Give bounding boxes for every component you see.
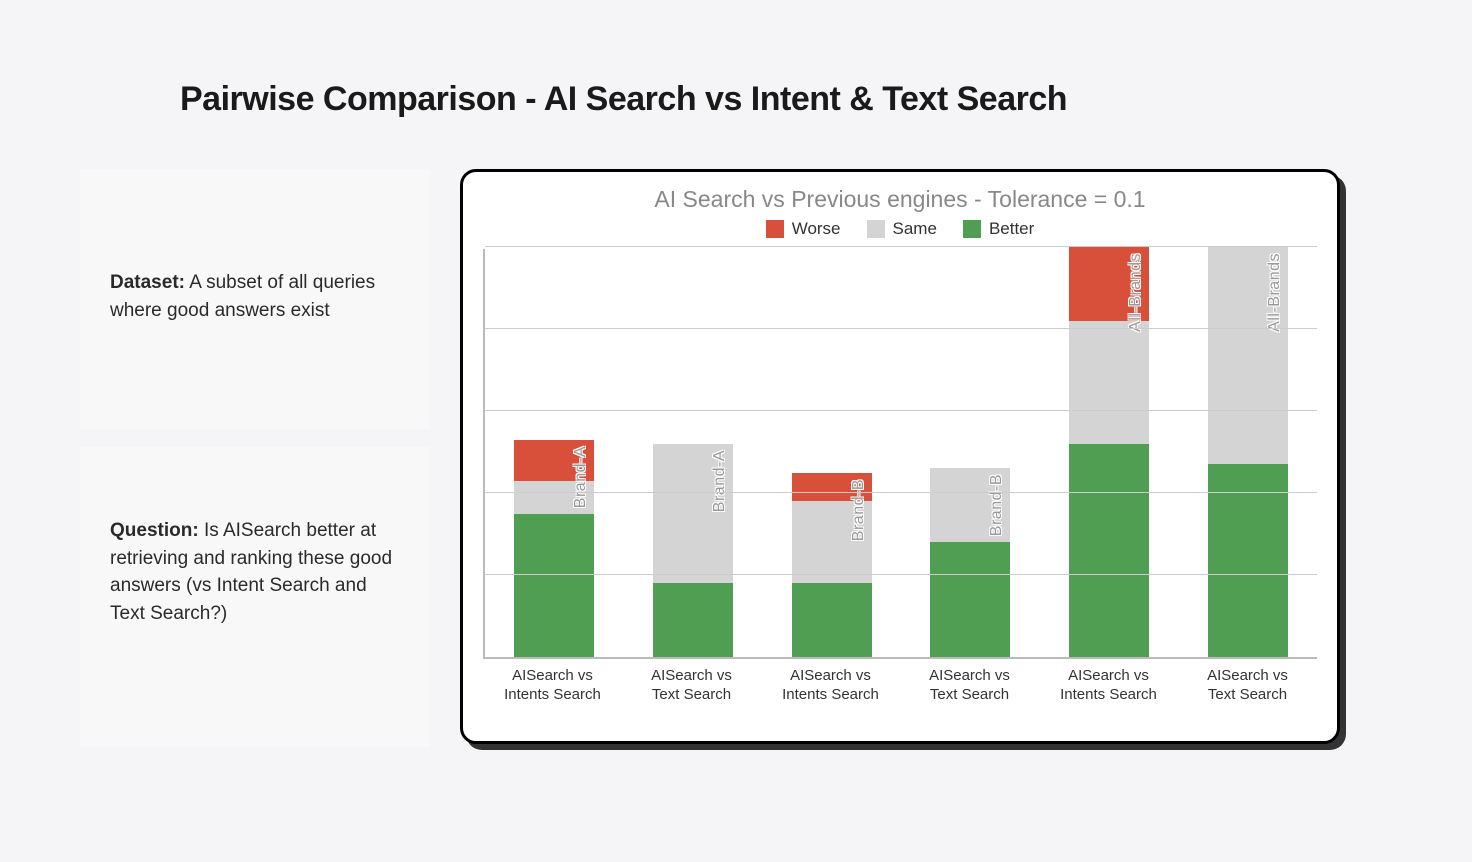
x-axis-label: AISearch vsIntents Search (761, 667, 900, 705)
content-row: Dataset: A subset of all queries where g… (80, 169, 1392, 747)
chart-panel: AI Search vs Previous engines - Toleranc… (460, 169, 1340, 747)
bar-segment-better (1069, 444, 1149, 657)
gridline (485, 492, 1317, 493)
bars-container: Brand-A Brand-A Brand-B Brand-B All-Brands Al… (485, 249, 1317, 657)
legend-item: Better (963, 219, 1034, 239)
bar: Brand-A (653, 444, 733, 657)
legend-label: Same (893, 219, 937, 239)
bar-segment-better (653, 583, 733, 657)
chart-legend: Worse Same Better (483, 219, 1317, 239)
bar-segment-better (514, 514, 594, 658)
x-axis-label: AISearch vsText Search (622, 667, 761, 705)
x-axis-label: AISearch vsText Search (1178, 667, 1317, 705)
bar-segment-better (792, 583, 872, 657)
bar-segment-worse (514, 440, 594, 481)
bar: Brand-B (792, 473, 872, 657)
question-card: Question: Is AISearch better at retrievi… (80, 447, 430, 747)
dataset-label: Dataset: (110, 272, 185, 293)
bar: All-Brands (1069, 247, 1149, 657)
bar-segment-same (1208, 247, 1288, 464)
question-label: Question: (110, 520, 199, 541)
bar-segment-same (792, 501, 872, 583)
legend-swatch (766, 220, 784, 238)
legend-label: Worse (792, 219, 841, 239)
x-axis-label: AISearch vsIntents Search (483, 667, 622, 705)
bar-slot: All-Brands (1040, 249, 1179, 657)
legend-swatch (867, 220, 885, 238)
page-title: Pairwise Comparison - AI Search vs Inten… (180, 80, 1392, 119)
bar-segment-better (1208, 464, 1288, 657)
bar-segment-same (930, 468, 1010, 542)
bar-segment-same (514, 481, 594, 514)
bar: Brand-B (930, 468, 1010, 657)
side-column: Dataset: A subset of all queries where g… (80, 169, 430, 747)
bar-slot: Brand-A (485, 249, 624, 657)
bar-slot: Brand-B (762, 249, 901, 657)
legend-label: Better (989, 219, 1034, 239)
bar-slot: Brand-A (624, 249, 763, 657)
gridline (485, 246, 1317, 247)
bar-segment-same (653, 444, 733, 583)
bar-segment-same (1069, 321, 1149, 444)
chart-card: AI Search vs Previous engines - Toleranc… (460, 169, 1340, 744)
gridline (485, 574, 1317, 575)
bar-segment-worse (792, 473, 872, 502)
bar-slot: Brand-B (901, 249, 1040, 657)
x-axis-labels: AISearch vsIntents SearchAISearch vsText… (483, 667, 1317, 705)
gridline (485, 410, 1317, 411)
plot-area: Brand-A Brand-A Brand-B Brand-B All-Brands Al… (483, 249, 1317, 659)
bar-segment-better (930, 542, 1010, 657)
bar-segment-worse (1069, 247, 1149, 321)
legend-swatch (963, 220, 981, 238)
gridline (485, 328, 1317, 329)
bar: All-Brands (1208, 247, 1288, 657)
legend-item: Worse (766, 219, 841, 239)
dataset-card: Dataset: A subset of all queries where g… (80, 169, 430, 429)
bar-slot: All-Brands (1178, 249, 1317, 657)
chart-title: AI Search vs Previous engines - Toleranc… (483, 186, 1317, 213)
x-axis-label: AISearch vsText Search (900, 667, 1039, 705)
x-axis-label: AISearch vsIntents Search (1039, 667, 1178, 705)
legend-item: Same (867, 219, 937, 239)
bar: Brand-A (514, 440, 594, 657)
